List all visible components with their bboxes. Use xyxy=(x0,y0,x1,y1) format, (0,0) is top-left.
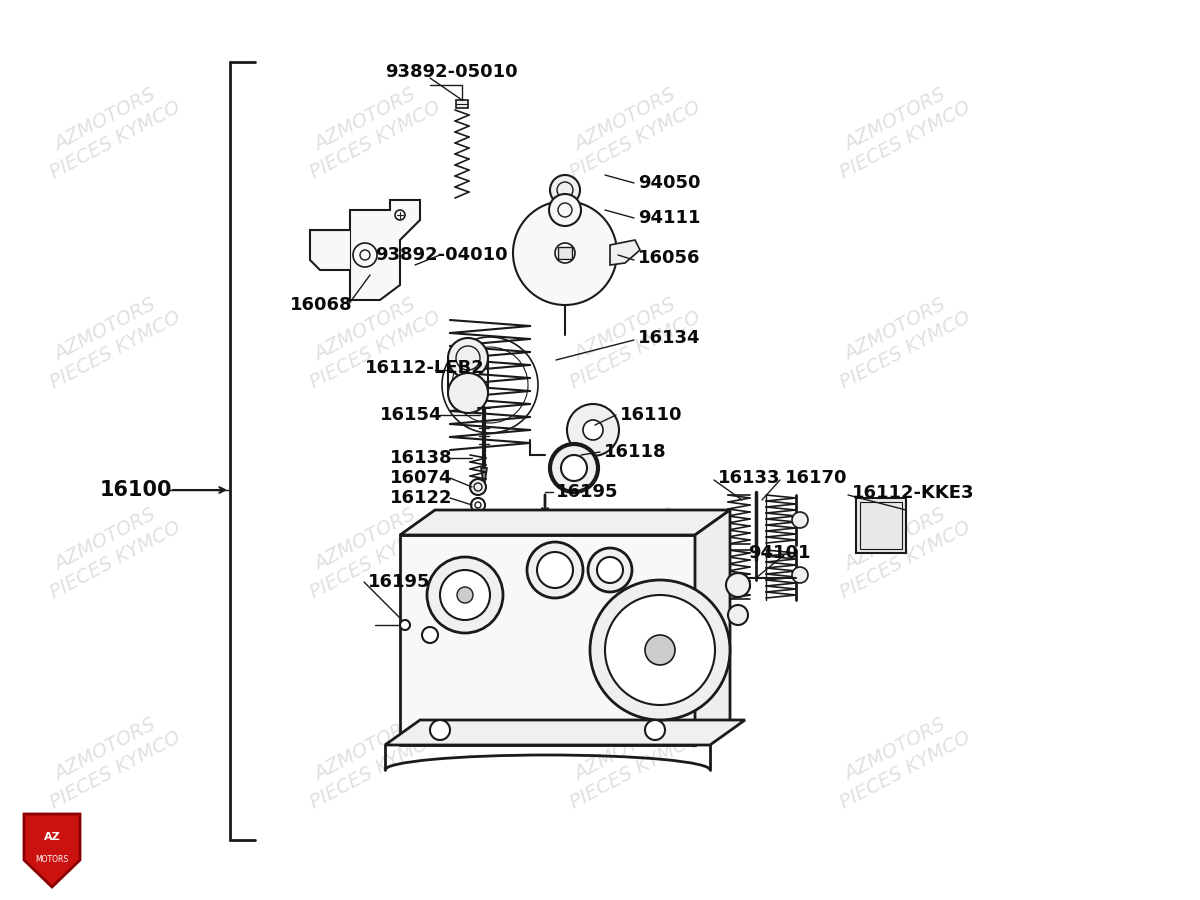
Text: AZMOTORS
PIECES KYMCO: AZMOTORS PIECES KYMCO xyxy=(296,288,444,392)
Circle shape xyxy=(588,548,632,592)
Circle shape xyxy=(448,373,488,413)
Bar xyxy=(456,100,468,108)
Text: 16100: 16100 xyxy=(100,480,173,500)
Circle shape xyxy=(448,338,488,378)
Text: AZMOTORS
PIECES KYMCO: AZMOTORS PIECES KYMCO xyxy=(36,288,184,392)
Circle shape xyxy=(590,580,730,720)
Text: 16154: 16154 xyxy=(380,406,443,424)
Text: AZMOTORS
PIECES KYMCO: AZMOTORS PIECES KYMCO xyxy=(557,498,703,602)
Text: AZMOTORS
PIECES KYMCO: AZMOTORS PIECES KYMCO xyxy=(296,708,444,812)
Text: AZMOTORS
PIECES KYMCO: AZMOTORS PIECES KYMCO xyxy=(296,78,444,182)
Text: 16110: 16110 xyxy=(620,406,683,424)
Text: 94101: 94101 xyxy=(748,544,810,562)
Circle shape xyxy=(400,620,410,630)
Text: 16068: 16068 xyxy=(290,296,353,314)
Polygon shape xyxy=(400,510,730,535)
Bar xyxy=(558,247,572,259)
Circle shape xyxy=(646,720,665,740)
Polygon shape xyxy=(610,240,640,265)
Circle shape xyxy=(440,570,490,620)
Circle shape xyxy=(792,512,808,528)
Text: 16112-LEB2: 16112-LEB2 xyxy=(365,359,485,377)
Polygon shape xyxy=(24,814,80,887)
Polygon shape xyxy=(481,468,487,488)
Text: 16138: 16138 xyxy=(390,449,452,467)
Text: 93892-04010: 93892-04010 xyxy=(374,246,508,264)
Polygon shape xyxy=(695,510,730,745)
Circle shape xyxy=(427,557,503,633)
Circle shape xyxy=(598,557,623,583)
Circle shape xyxy=(538,552,574,588)
Circle shape xyxy=(514,201,617,305)
Circle shape xyxy=(605,595,715,705)
Text: AZ: AZ xyxy=(43,832,60,842)
Text: AZMOTORS
PIECES KYMCO: AZMOTORS PIECES KYMCO xyxy=(557,708,703,812)
Text: AZMOTORS
PIECES KYMCO: AZMOTORS PIECES KYMCO xyxy=(36,498,184,602)
Text: 16195: 16195 xyxy=(556,483,618,501)
Text: AZMOTORS
PIECES KYMCO: AZMOTORS PIECES KYMCO xyxy=(827,78,973,182)
Text: AZMOTORS
PIECES KYMCO: AZMOTORS PIECES KYMCO xyxy=(827,708,973,812)
Text: AZMOTORS
PIECES KYMCO: AZMOTORS PIECES KYMCO xyxy=(557,288,703,392)
Circle shape xyxy=(726,573,750,597)
Circle shape xyxy=(550,194,581,226)
Text: AZMOTORS
PIECES KYMCO: AZMOTORS PIECES KYMCO xyxy=(296,498,444,602)
Text: 93892-05010: 93892-05010 xyxy=(385,63,517,81)
Circle shape xyxy=(728,605,748,625)
Text: AZMOTORS
PIECES KYMCO: AZMOTORS PIECES KYMCO xyxy=(827,498,973,602)
Text: 16056: 16056 xyxy=(638,249,701,267)
Text: AZMOTORS
PIECES KYMCO: AZMOTORS PIECES KYMCO xyxy=(36,708,184,812)
Circle shape xyxy=(430,720,450,740)
Polygon shape xyxy=(310,200,420,300)
Circle shape xyxy=(568,404,619,456)
Text: 16170: 16170 xyxy=(785,469,847,487)
Circle shape xyxy=(470,479,486,495)
Circle shape xyxy=(527,542,583,598)
Text: 16074: 16074 xyxy=(390,469,452,487)
Circle shape xyxy=(792,567,808,583)
Text: 16122: 16122 xyxy=(390,489,452,507)
Circle shape xyxy=(457,587,473,603)
Text: 16195: 16195 xyxy=(368,573,431,591)
Text: 94050: 94050 xyxy=(638,174,701,192)
Polygon shape xyxy=(385,720,745,745)
Text: 94111: 94111 xyxy=(638,209,701,227)
Circle shape xyxy=(562,455,587,481)
Text: 16112-KKE3: 16112-KKE3 xyxy=(852,484,974,502)
Bar xyxy=(856,498,906,553)
Bar xyxy=(860,502,902,549)
Circle shape xyxy=(404,622,412,630)
Text: AZMOTORS
PIECES KYMCO: AZMOTORS PIECES KYMCO xyxy=(827,288,973,392)
Circle shape xyxy=(646,635,674,665)
Circle shape xyxy=(554,243,575,263)
Circle shape xyxy=(550,444,598,492)
Text: AZMOTORS
PIECES KYMCO: AZMOTORS PIECES KYMCO xyxy=(557,78,703,182)
Bar xyxy=(400,535,695,745)
Text: 16133: 16133 xyxy=(718,469,780,487)
Text: MOTORS: MOTORS xyxy=(36,856,68,865)
Circle shape xyxy=(583,420,604,440)
Circle shape xyxy=(550,175,580,205)
Circle shape xyxy=(422,627,438,643)
Text: AZMOTORS
PIECES KYMCO: AZMOTORS PIECES KYMCO xyxy=(36,78,184,182)
Text: 16134: 16134 xyxy=(638,329,701,347)
Text: 16118: 16118 xyxy=(604,443,667,461)
